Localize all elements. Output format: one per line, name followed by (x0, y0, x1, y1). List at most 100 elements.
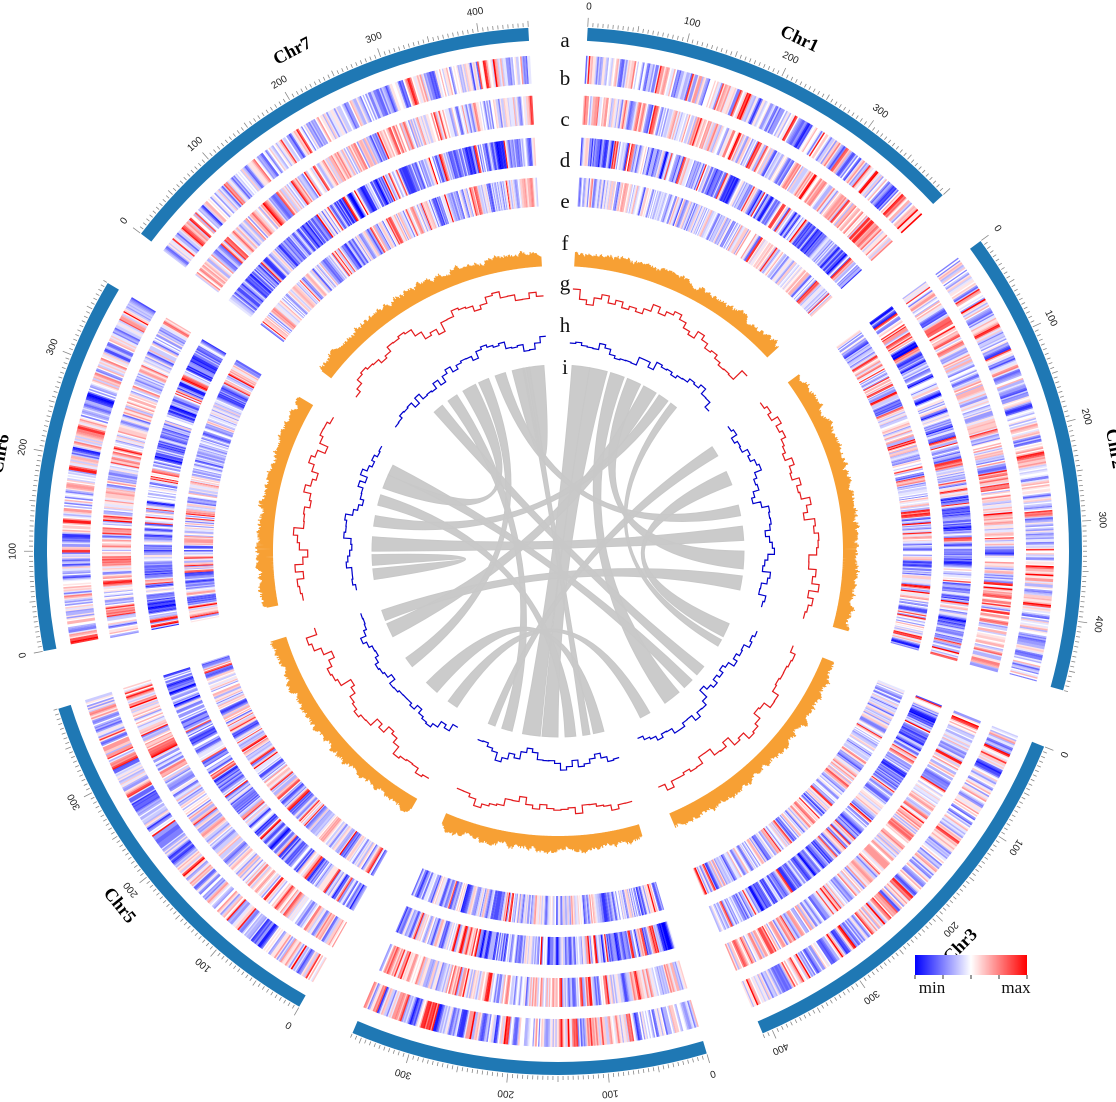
tick-label-chr4: 0 (708, 1067, 717, 1079)
synteny-link (522, 366, 591, 736)
tick-label-chr3: 0 (1057, 750, 1069, 760)
tick-label-chr1: 300 (870, 102, 890, 121)
heatmap-track-c-chr2 (902, 281, 1015, 673)
tick-label-chr6: 0 (17, 651, 29, 659)
tick-label-chr7: 0 (118, 215, 130, 226)
legend-max-label: max (1001, 978, 1031, 997)
tick-label-chr4: 300 (393, 1066, 413, 1081)
tick-label-chr6: 300 (44, 337, 61, 357)
synteny-link (371, 553, 466, 581)
line-track-h-chr3 (637, 630, 758, 741)
heatmap-track-c-chr1 (582, 95, 893, 262)
heatmap-track-c-chr4 (379, 943, 688, 1008)
tick-label-chr1: 200 (780, 50, 800, 67)
chromosome-label-chr7: Chr7 (270, 32, 315, 68)
ideogram-track (33, 27, 1083, 1076)
chromosome-label-chr2: Chr2 (1102, 427, 1116, 470)
legend-min-label: min (919, 978, 946, 997)
line-track-h-chr2 (727, 426, 776, 608)
heatmap-track-b-chr4 (363, 981, 699, 1048)
tick-label-chr2: 100 (1042, 309, 1059, 329)
tick-label-chr7: 200 (270, 73, 290, 91)
legend-gradient-bar (915, 955, 1027, 975)
synteny-link (608, 377, 745, 570)
tick-label-chr3: 400 (770, 1040, 790, 1057)
tick-label-chr7: 300 (364, 30, 384, 46)
synteny-link (433, 404, 705, 676)
tick-label-chr1: 0 (586, 1, 593, 12)
line-track-g-chr1 (572, 288, 748, 381)
heatmap-track-d-chr7 (228, 137, 537, 318)
line-track-g-chr6 (292, 417, 335, 601)
ticks-chr5 (53, 708, 300, 1016)
line-track-h-chr4 (477, 738, 620, 771)
density-histogram-chr5 (270, 636, 418, 813)
track-letter-g: g (560, 271, 571, 295)
tick-label-chr2: 400 (1091, 615, 1104, 633)
track-letter-i: i (562, 355, 568, 379)
density-histogram-track (255, 250, 860, 854)
ideogram-chr6 (33, 282, 119, 652)
ticks-chr7 (132, 20, 529, 234)
heatmap-track-e-chr1 (577, 177, 833, 317)
tick-marks (23, 17, 1092, 1083)
line-track-g-chr7 (355, 291, 544, 398)
heatmap-track-d-chr5 (163, 667, 368, 911)
heatmap-track-e-chr4 (411, 868, 665, 926)
heatmap-track-c-chr7 (195, 95, 534, 293)
ticks-chr6 (23, 280, 108, 654)
synteny-link (386, 385, 657, 638)
tick-label-chr2: 0 (991, 223, 1003, 234)
tick-label-chr2: 200 (1079, 407, 1094, 426)
synteny-link (381, 568, 743, 622)
line-track-g-chr2 (759, 402, 820, 619)
track-letter-b: b (560, 66, 571, 90)
heatmap-track-d-chr1 (579, 137, 863, 290)
heatmap-track-e-chr7 (260, 177, 539, 343)
synteny-link (487, 446, 719, 727)
legend-ticks (914, 975, 1028, 979)
ticks-chr3 (762, 746, 1054, 1039)
heatmap-track-e-chr2 (836, 329, 933, 651)
heatmap-track-b-chr7 (163, 55, 532, 268)
heatmap-track-c-chr3 (724, 710, 982, 971)
synteny-link (387, 464, 693, 689)
heatmap-track-d-chr4 (395, 906, 676, 966)
line-track-h-chr7 (394, 335, 546, 428)
heatmap-track-c-chr6 (101, 317, 192, 639)
track-letter-h: h (560, 313, 571, 337)
line-track-h-chr5 (359, 613, 459, 732)
synteny-link (373, 394, 669, 531)
tick-label-chr6: 100 (8, 542, 19, 559)
synteny-link (425, 626, 605, 735)
tick-label-chr1: 100 (683, 16, 702, 31)
density-histogram-chr1 (574, 251, 779, 358)
tick-label-chr2: 300 (1096, 511, 1108, 529)
track-letter-f: f (562, 231, 569, 255)
tick-label-chr6: 200 (16, 438, 30, 457)
synteny-links (371, 365, 745, 738)
tick-label-chr7: 400 (466, 6, 485, 19)
density-histogram-chr4 (441, 813, 643, 854)
synteny-link (377, 494, 577, 738)
heatmap-track-b-chr3 (740, 725, 1019, 1008)
heatmap-track-d-chr3 (708, 695, 943, 933)
tick-label-chr5: 300 (65, 792, 83, 812)
line-track-g-chr3 (658, 645, 796, 791)
synteny-link (447, 628, 651, 719)
tick-label-chr7: 100 (185, 134, 205, 154)
heatmap-track-d-chr2 (869, 306, 973, 662)
track-letters: a b c d e f g h i (560, 28, 571, 379)
density-histogram-chr3 (669, 657, 835, 828)
heatmap-track-e-chr6 (183, 359, 262, 623)
heatmap-track-b-chr1 (584, 55, 923, 234)
tick-label-chr4: 100 (601, 1087, 619, 1100)
density-histogram-chr7 (319, 250, 542, 379)
synteny-link (382, 383, 503, 506)
line-track-g-chr5 (305, 627, 430, 779)
density-histogram-chr6 (255, 396, 314, 608)
heatmap-track-e-chr5 (201, 654, 388, 877)
line-track-h-chr6 (343, 445, 383, 591)
ticks-chr2 (981, 234, 1092, 693)
